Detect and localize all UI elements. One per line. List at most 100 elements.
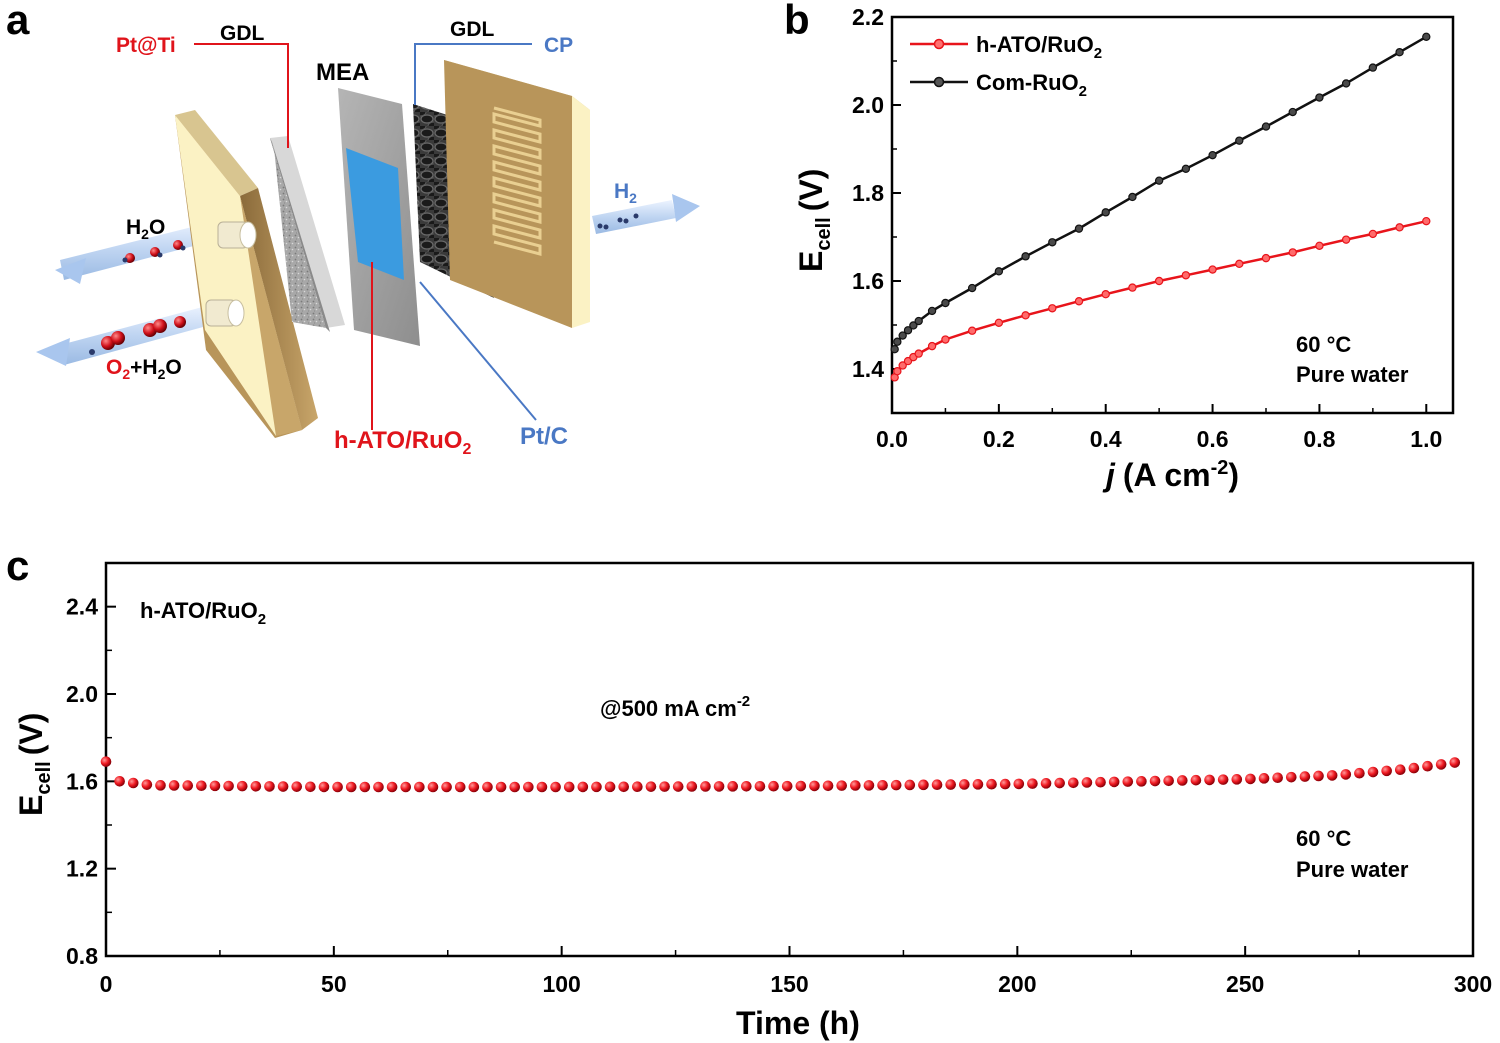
data-point [604,781,616,793]
data-point [1074,224,1084,233]
cathode-end-plate [444,60,590,328]
data-point [1367,766,1379,778]
x-tick-label: 150 [770,971,808,997]
data-point [927,341,937,351]
data-point [986,778,997,790]
inlet-fitting [217,221,257,249]
data-point [1021,252,1030,261]
data-point [1136,776,1147,787]
data-point [182,780,194,791]
data-point [795,780,807,792]
data-point [1095,776,1106,788]
data-point [359,781,371,793]
x-tick-label: 100 [542,971,580,997]
data-point [700,781,711,792]
data-point [1101,208,1110,217]
chart-c-x-axis-label: Time (h) [736,1005,860,1041]
data-point [591,781,602,793]
inlet-arrow-icon [55,258,86,284]
data-point [1040,778,1052,789]
data-point [713,781,725,792]
data-point [994,318,1004,327]
data-point [1027,778,1038,789]
data-point [972,779,984,790]
data-point [1368,229,1378,239]
data-point [1395,48,1404,57]
data-point [686,781,698,792]
data-point [877,779,888,791]
x-tick-label: 0.6 [1197,426,1229,452]
data-point [414,781,425,793]
data-point [1261,253,1271,263]
chart-b-medium-note: Pure water [1296,362,1409,387]
data-point [1381,765,1392,777]
data-point [1272,772,1283,784]
data-point [441,781,452,793]
data-point [168,780,180,791]
y-tick-label: 1.8 [852,180,884,206]
data-point [100,756,112,767]
data-point [1235,136,1244,145]
cp-leader-line [414,43,532,105]
gdl-label-right: GDL [450,18,495,41]
data-point [1074,297,1084,306]
chart-c-y-axis-label: Ecell(V) [13,713,55,816]
chart-c-current-density: @500 mA cm-2 [600,693,750,721]
data-point [904,779,916,791]
data-point [1128,192,1137,202]
x-tick-label: 0.2 [983,426,1015,452]
legend-label-com-ruo2: Com-RuO2 [976,70,1087,100]
mea-label: MEA [316,59,369,86]
data-point [1299,771,1311,782]
x-tick-label: 0.0 [876,426,908,452]
cp-label: CP [544,34,573,57]
panel-label-c: c [6,542,29,589]
y-tick-label: 0.8 [66,943,98,969]
data-point [1354,767,1365,779]
data-point [1422,32,1431,42]
data-point [468,781,480,793]
data-point [155,780,166,791]
data-point [1081,777,1093,788]
outlet-fitting [205,299,245,327]
data-point [1122,776,1134,787]
hydrogen-label: H2 [614,180,637,206]
data-point [903,326,913,335]
data-point [127,777,139,789]
chart-b-legend: h-ATO/RuO2 Com-RuO2 [910,32,1102,100]
data-point [994,267,1004,276]
data-point [141,779,153,790]
hydrogen-arrow-icon [672,194,700,222]
data-point [890,779,902,791]
data-point [618,781,630,793]
data-point [1176,775,1188,786]
pt-ti-label: Pt@Ti [116,34,176,57]
data-point [1394,764,1406,776]
x-tick-label: 200 [998,971,1036,997]
data-point [1235,259,1244,269]
data-point [967,326,977,335]
chart-b-series [890,32,1431,382]
data-point [898,331,907,340]
schematic-panel: a [6,0,700,458]
chart-b-ticks: 0.0 0.2 0.4 0.6 0.8 1.0 1.4 1.6 1.8 2.0 2.2 [852,4,1442,452]
y-tick-label: 2.0 [852,92,884,118]
y-tick-label: 1.2 [66,856,98,882]
data-point [223,780,234,792]
data-point [277,781,289,792]
data-point [427,781,439,793]
panel-label-b: b [784,0,810,43]
data-point [1313,770,1324,782]
data-point [1068,777,1079,789]
data-point [1435,759,1447,770]
outlet-arrow-icon [36,338,70,366]
data-point [1288,248,1297,257]
chart-c-temperature-note: 60 °C [1296,826,1351,851]
water-inlet-pipe [55,220,224,284]
data-point [1449,757,1461,768]
chart-c-frame [104,561,1475,958]
data-point [893,337,902,346]
data-point [1368,63,1378,72]
data-point [1048,238,1057,247]
chart-c-medium-note: Pure water [1296,857,1409,882]
